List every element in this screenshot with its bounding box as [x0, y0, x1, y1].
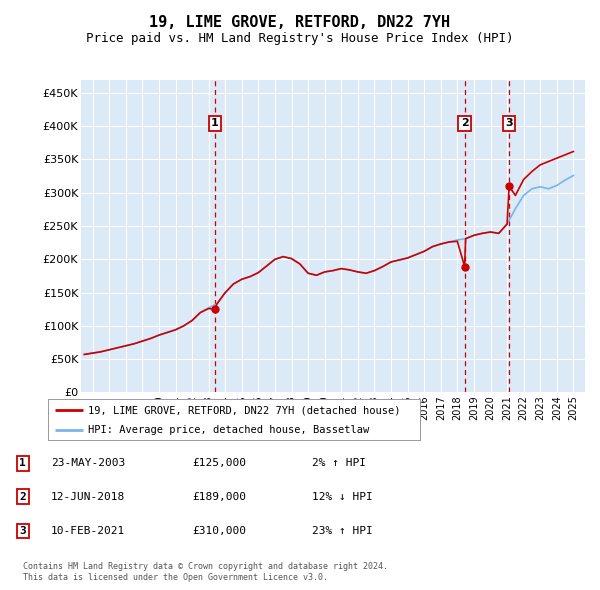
Text: 23-MAY-2003: 23-MAY-2003	[51, 458, 125, 468]
Text: 12% ↓ HPI: 12% ↓ HPI	[312, 492, 373, 502]
Text: Price paid vs. HM Land Registry's House Price Index (HPI): Price paid vs. HM Land Registry's House …	[86, 32, 514, 45]
Text: 2: 2	[461, 119, 469, 129]
Text: 2% ↑ HPI: 2% ↑ HPI	[312, 458, 366, 468]
Text: 3: 3	[19, 526, 26, 536]
Text: Contains HM Land Registry data © Crown copyright and database right 2024.: Contains HM Land Registry data © Crown c…	[23, 562, 388, 571]
Text: £125,000: £125,000	[192, 458, 246, 468]
Text: This data is licensed under the Open Government Licence v3.0.: This data is licensed under the Open Gov…	[23, 572, 328, 582]
Text: 19, LIME GROVE, RETFORD, DN22 7YH: 19, LIME GROVE, RETFORD, DN22 7YH	[149, 15, 451, 30]
Text: £310,000: £310,000	[192, 526, 246, 536]
Text: 23% ↑ HPI: 23% ↑ HPI	[312, 526, 373, 536]
Text: 19, LIME GROVE, RETFORD, DN22 7YH (detached house): 19, LIME GROVE, RETFORD, DN22 7YH (detac…	[88, 405, 401, 415]
Text: 1: 1	[211, 119, 219, 129]
Text: HPI: Average price, detached house, Bassetlaw: HPI: Average price, detached house, Bass…	[88, 425, 370, 434]
Text: 10-FEB-2021: 10-FEB-2021	[51, 526, 125, 536]
Text: £189,000: £189,000	[192, 492, 246, 502]
Text: 12-JUN-2018: 12-JUN-2018	[51, 492, 125, 502]
Text: 1: 1	[19, 458, 26, 468]
Text: 2: 2	[19, 492, 26, 502]
Text: 3: 3	[505, 119, 513, 129]
